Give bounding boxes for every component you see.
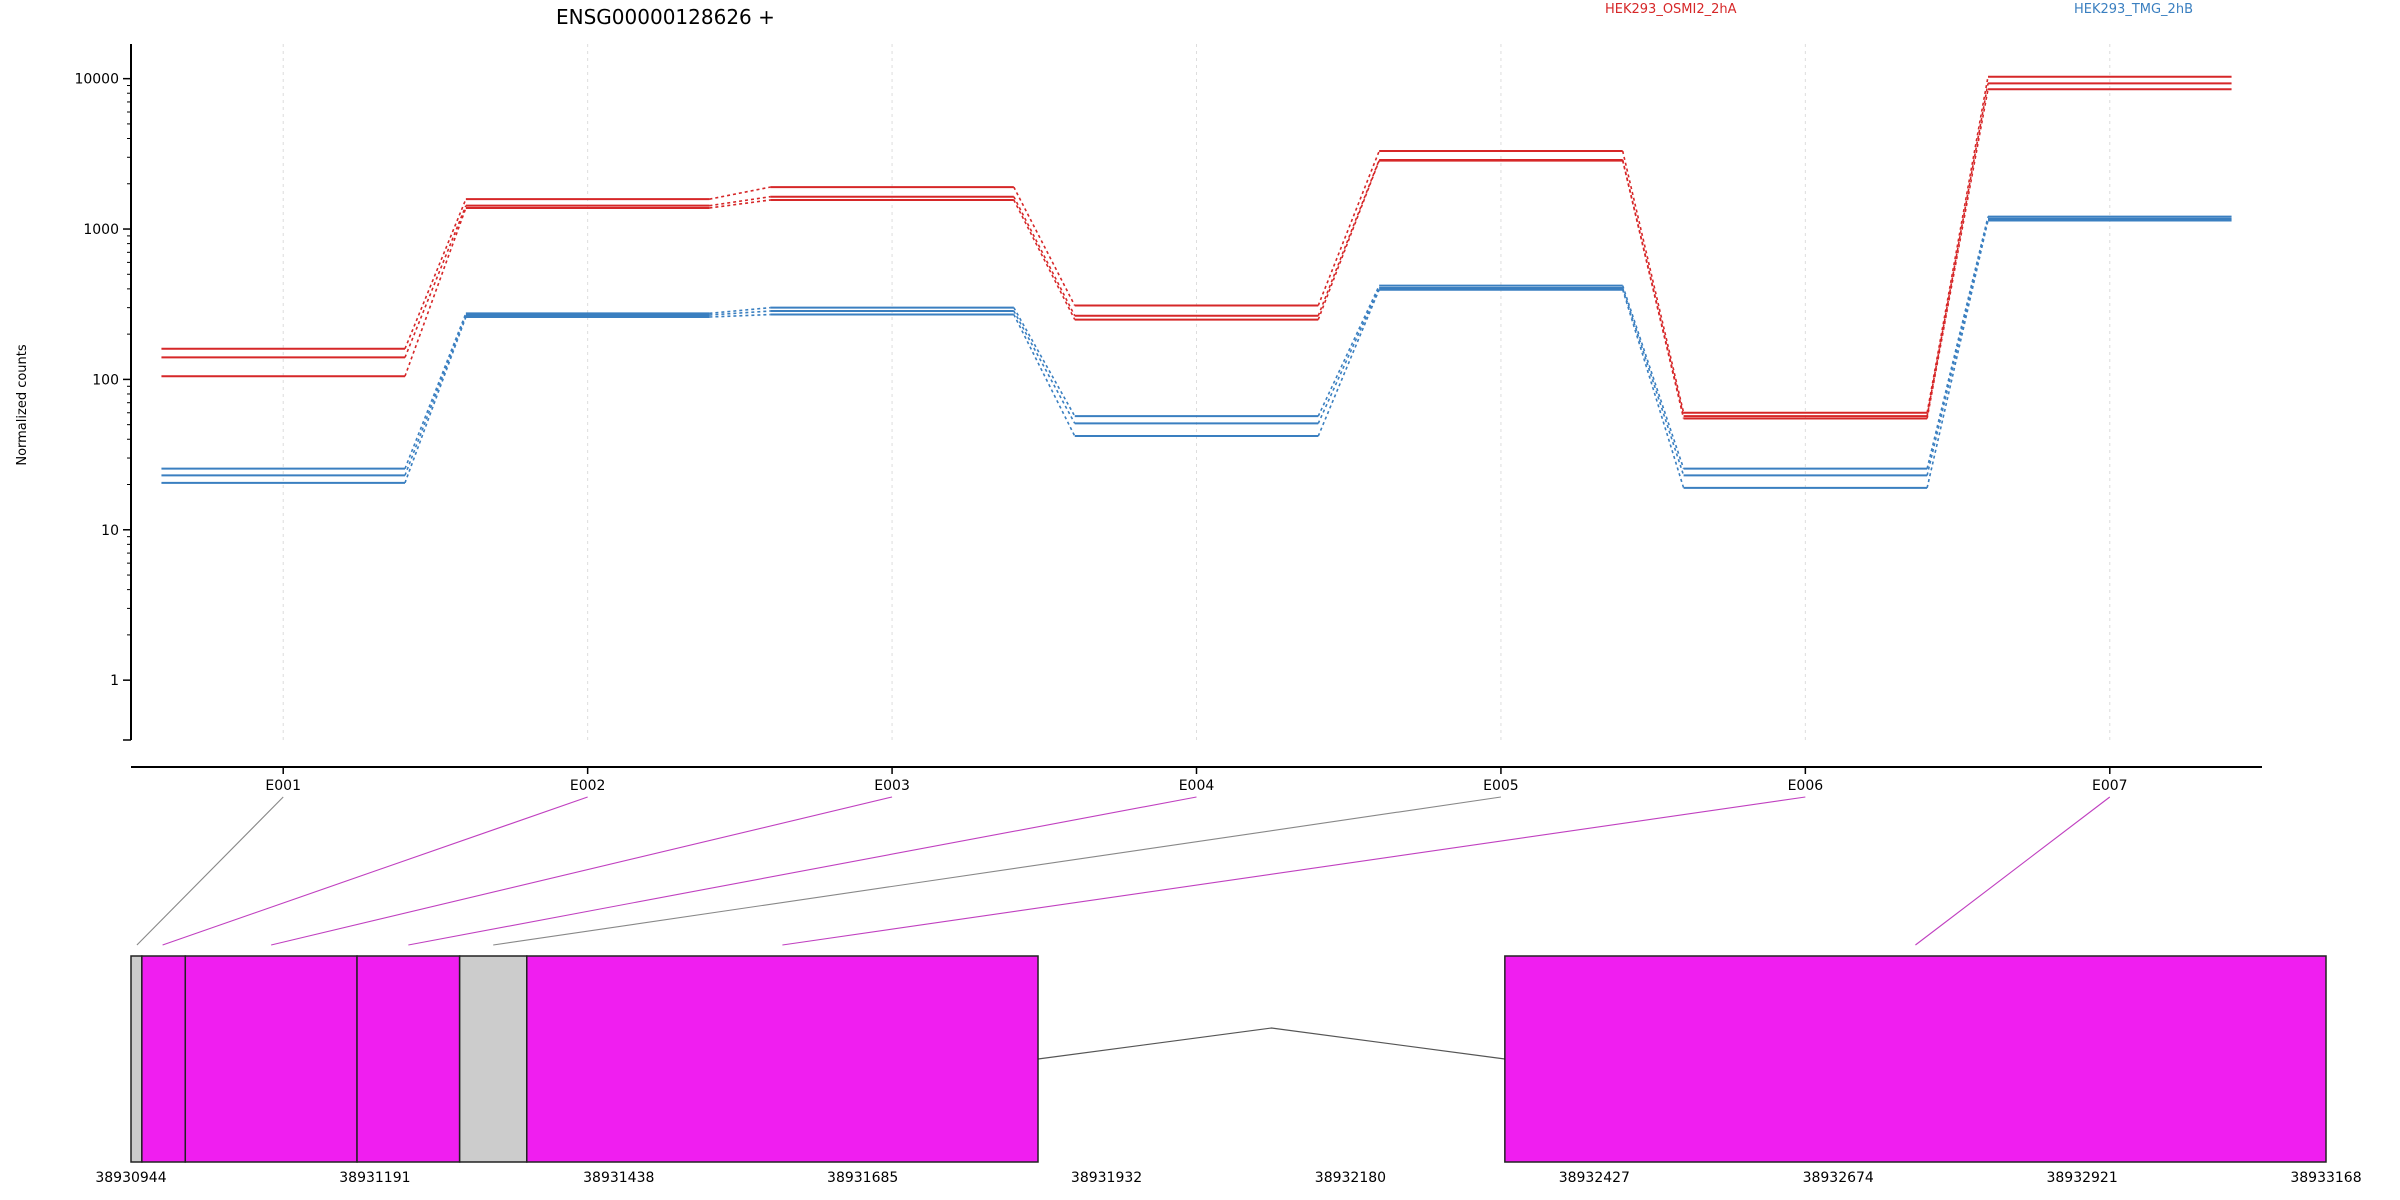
series-5-connector-2 (709, 310, 771, 316)
series-1-connector-2 (709, 186, 771, 200)
exon-link-e005 (493, 796, 1502, 946)
exon-block-4 (356, 955, 461, 1163)
series-6-connector-4 (1317, 289, 1380, 437)
coordinate-label-38930944: 38930944 (95, 1170, 166, 1186)
series-4-connector-5 (1621, 285, 1685, 469)
gene-model (130, 955, 2327, 1163)
coordinate-label-38932674: 38932674 (1803, 1170, 1874, 1186)
series-5-connector-1 (404, 314, 467, 476)
coordinate-label-38932180: 38932180 (1315, 1170, 1386, 1186)
exon-link-e002 (162, 796, 588, 946)
x-axis: E001 E002 E003 E004 E005 E006 E007 (265, 767, 2128, 794)
series-1-connector-4 (1317, 150, 1380, 306)
series-4-connector-3 (1013, 307, 1076, 417)
non-tested-block-1 (130, 955, 143, 1163)
exon-block-6 (526, 955, 1039, 1163)
y-tick-label-10000: 10000 (74, 72, 119, 88)
x-tick-label-e004: E004 (1179, 778, 1215, 794)
series-6-connector-3 (1013, 314, 1076, 437)
series-4-connector-4 (1317, 285, 1380, 417)
series-1 (161, 75, 2232, 414)
exon-link-e003 (271, 796, 893, 946)
series-6-connector-1 (404, 316, 467, 484)
series-5-connector-6 (1926, 218, 1989, 476)
series-lines (161, 75, 2232, 489)
x-tick-label-e006: E006 (1788, 778, 1824, 794)
x-tick-label-e005: E005 (1483, 778, 1519, 794)
coordinate-axis: 38930944 38931191 38931438 38931685 38931932… (95, 1170, 2361, 1186)
series-3-connector-3 (1013, 199, 1076, 320)
series-2-connector-6 (1926, 83, 1989, 417)
series-5-connector-5 (1621, 287, 1685, 476)
x-tick-label-e003: E003 (874, 778, 910, 794)
series-4-connector-6 (1926, 216, 1989, 469)
exon-link-e001 (136, 796, 284, 946)
coordinate-label-38931438: 38931438 (583, 1170, 654, 1186)
series-3-connector-1 (404, 207, 467, 377)
exon-link-lines (136, 796, 2111, 946)
y-tick-label-1000: 1000 (83, 222, 119, 238)
legend-label-osmi2: HEK293_OSMI2_2hA (1605, 2, 1737, 17)
coordinate-label-38931685: 38931685 (827, 1170, 898, 1186)
series-2-connector-4 (1317, 159, 1380, 317)
legend-label-tmg: HEK293_TMG_2hB (2074, 2, 2193, 17)
series-2-connector-2 (709, 195, 771, 207)
coordinate-label-38932427: 38932427 (1559, 1170, 1630, 1186)
coordinate-label-38931932: 38931932 (1071, 1170, 1142, 1186)
x-tick-label-e001: E001 (265, 778, 301, 794)
series-5-connector-3 (1013, 310, 1076, 424)
non-tested-block-5 (458, 955, 528, 1163)
series-3 (161, 88, 2232, 420)
y-tick-label-100: 100 (92, 372, 119, 388)
x-tick-label-e007: E007 (2092, 778, 2128, 794)
y-axis-label: Normalized counts (15, 344, 30, 466)
y-axis: 1 10 100 1000 10000 (74, 72, 131, 741)
series-4-connector-2 (709, 306, 771, 315)
series-5 (161, 217, 2232, 477)
y-tick-label-1: 1 (110, 673, 119, 689)
y-tick-label-10: 10 (101, 523, 119, 539)
exon-block-3 (184, 955, 358, 1163)
coordinate-label-38932921: 38932921 (2046, 1170, 2117, 1186)
chart-title: ENSG00000128626 + (556, 5, 775, 29)
coordinate-label-38933168: 38933168 (2290, 1170, 2361, 1186)
series-1-connector-3 (1013, 186, 1076, 306)
exon-link-e006 (782, 796, 1806, 946)
exon-link-e004 (408, 796, 1197, 946)
series-4-connector-1 (404, 313, 467, 469)
x-tick-label-e002: E002 (570, 778, 606, 794)
exon-block-7 (1504, 955, 2327, 1163)
intron-line (1037, 1027, 1505, 1060)
series-6 (161, 219, 2232, 489)
series-6-connector-6 (1926, 220, 1989, 489)
exon-block-2 (141, 955, 187, 1163)
series-3-connector-4 (1317, 160, 1380, 320)
series-1-connector-1 (404, 198, 467, 350)
series-1-connector-5 (1621, 150, 1685, 413)
coordinate-label-38931191: 38931191 (339, 1170, 410, 1186)
series-2-connector-1 (404, 205, 467, 358)
series-3-connector-2 (709, 199, 771, 209)
series-6-connector-2 (709, 313, 771, 318)
exon-link-e007 (1915, 796, 2111, 946)
series-2-connector-3 (1013, 196, 1076, 317)
series-6-connector-5 (1621, 289, 1685, 489)
series-3-connector-6 (1926, 89, 1989, 419)
series-5-connector-4 (1317, 287, 1380, 424)
grid-lines (282, 44, 2111, 740)
series-3-connector-5 (1621, 160, 1685, 419)
